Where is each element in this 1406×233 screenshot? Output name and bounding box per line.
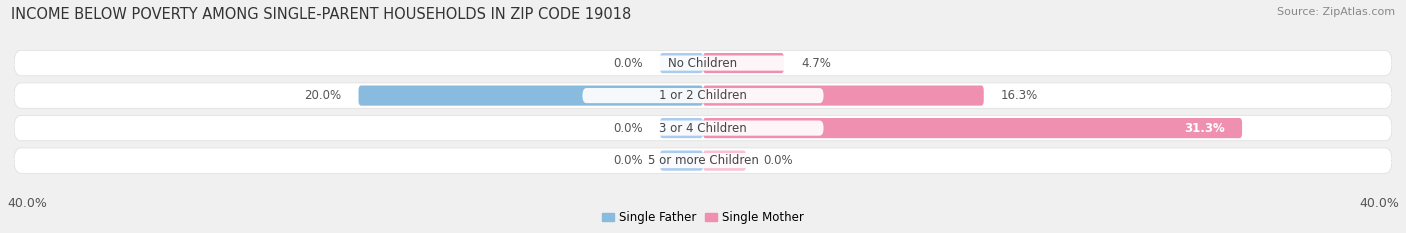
FancyBboxPatch shape (582, 55, 824, 71)
Text: 0.0%: 0.0% (613, 57, 643, 70)
FancyBboxPatch shape (582, 120, 824, 136)
Text: 0.0%: 0.0% (763, 154, 793, 167)
FancyBboxPatch shape (14, 115, 1392, 141)
Text: 0.0%: 0.0% (613, 154, 643, 167)
FancyBboxPatch shape (703, 151, 747, 171)
Text: 16.3%: 16.3% (1001, 89, 1038, 102)
FancyBboxPatch shape (582, 88, 824, 103)
FancyBboxPatch shape (14, 83, 1392, 108)
FancyBboxPatch shape (659, 53, 703, 73)
Text: 4.7%: 4.7% (801, 57, 831, 70)
Text: 3 or 4 Children: 3 or 4 Children (659, 122, 747, 135)
Text: 20.0%: 20.0% (304, 89, 342, 102)
Text: Source: ZipAtlas.com: Source: ZipAtlas.com (1277, 7, 1395, 17)
FancyBboxPatch shape (359, 86, 703, 106)
FancyBboxPatch shape (14, 50, 1392, 76)
FancyBboxPatch shape (659, 151, 703, 171)
FancyBboxPatch shape (582, 153, 824, 168)
Text: No Children: No Children (668, 57, 738, 70)
Text: INCOME BELOW POVERTY AMONG SINGLE-PARENT HOUSEHOLDS IN ZIP CODE 19018: INCOME BELOW POVERTY AMONG SINGLE-PARENT… (11, 7, 631, 22)
Text: 5 or more Children: 5 or more Children (648, 154, 758, 167)
FancyBboxPatch shape (703, 118, 1241, 138)
Text: 31.3%: 31.3% (1184, 122, 1225, 135)
FancyBboxPatch shape (703, 86, 984, 106)
FancyBboxPatch shape (14, 148, 1392, 173)
Text: 0.0%: 0.0% (613, 122, 643, 135)
FancyBboxPatch shape (703, 53, 785, 73)
FancyBboxPatch shape (659, 118, 703, 138)
Text: 40.0%: 40.0% (1360, 197, 1399, 210)
Text: 40.0%: 40.0% (7, 197, 46, 210)
Legend: Single Father, Single Mother: Single Father, Single Mother (598, 206, 808, 229)
Text: 1 or 2 Children: 1 or 2 Children (659, 89, 747, 102)
